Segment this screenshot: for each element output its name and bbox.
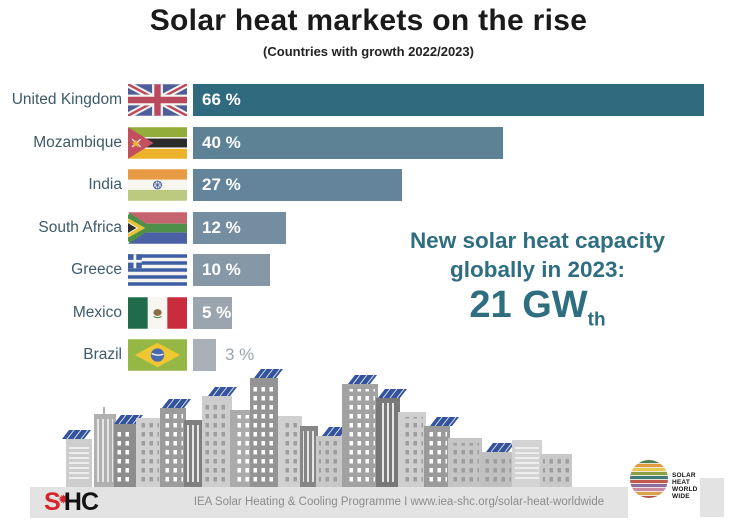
bar-track: 10 % (193, 254, 737, 286)
city-skyline-illustration (61, 368, 572, 487)
chart-row-greece: Greece 10 % (0, 254, 737, 286)
bar-value-label: 3 % (225, 345, 255, 364)
callout-line-2: globally in 2023: (449, 257, 626, 282)
growth-bar-chart: United Kingdom 66 % Mozambique (0, 84, 737, 371)
chart-row-united-kingdom: United Kingdom 66 % (0, 84, 737, 116)
bar-value-label: 66 % (202, 90, 241, 109)
wordmark-line: WIDE (672, 493, 690, 500)
page-title: Solar heat markets on the rise (149, 4, 588, 37)
flag-south-africa-icon (128, 211, 187, 244)
chart-row-mexico: Mexico 5 % (0, 296, 737, 329)
wordmark-line: SOLAR (672, 472, 696, 479)
country-label: Greece (71, 261, 122, 278)
bar: 5 % (193, 296, 232, 329)
sun-icon: ✹ (58, 494, 68, 506)
bar-value-label: 40 % (202, 132, 241, 152)
bar-track: 27 % (193, 169, 737, 201)
country-label: Mexico (72, 303, 122, 321)
chart-row-south-africa: South Africa 12 % (0, 211, 737, 244)
shc-logo-s: S (44, 488, 61, 516)
flag-brazil-icon (128, 339, 187, 371)
bar: 27 % (193, 169, 402, 201)
country-label: Brazil (83, 346, 122, 363)
chart-row-india: India 27 % (0, 169, 737, 201)
country-label: India (88, 176, 122, 193)
bar: 12 % (193, 211, 286, 244)
bar: 40 % (193, 126, 503, 159)
callout-value-number: 21 GW (469, 284, 588, 326)
solar-heat-worldwide-wordmark: SOLAR HEAT WORLD WIDE (672, 472, 698, 500)
bar-value-label: 10 % (202, 260, 241, 279)
bar-track: 66 % (193, 84, 737, 116)
bar-value-label: 27 % (202, 175, 241, 194)
callout-line-1: New solar heat capacity (409, 228, 666, 253)
chart-row-mozambique: Mozambique ★ 40 % (0, 126, 737, 159)
footer-bar: S✹HC IEA Solar Heating & Cooling Program… (30, 487, 628, 518)
country-label: South Africa (38, 218, 122, 236)
bar-track: 5 % (193, 296, 737, 329)
flag-mexico-icon (128, 296, 187, 329)
bar-track: 40 % (193, 126, 737, 159)
bar-value-label: 12 % (202, 217, 241, 237)
svg-text:★: ★ (131, 138, 141, 150)
callout-value-subscript: th (587, 309, 606, 331)
page-subtitle: (Countries with growth 2022/2023) (263, 44, 474, 59)
bar-value-label: 5 % (202, 302, 232, 322)
flag-india-icon (128, 169, 187, 201)
bar: 10 % (193, 254, 270, 286)
bar-track: 3 % (193, 339, 737, 371)
bar-track: 12 % (193, 211, 737, 244)
flag-united-kingdom-icon (128, 84, 187, 116)
country-label: United Kingdom (11, 91, 122, 108)
wordmark-line: HEAT (672, 479, 691, 486)
shc-logo: S✹HC (44, 488, 99, 517)
striped-globe-icon (629, 459, 669, 499)
flag-mozambique-icon: ★ (128, 126, 187, 159)
capacity-callout: New solar heat capacity globally in 2023… (365, 226, 710, 341)
footer-accent-block (700, 478, 724, 517)
chart-row-brazil: Brazil 3 % (0, 339, 737, 371)
wordmark-line: WORLD (672, 486, 698, 493)
callout-value: 21 GWth (365, 285, 710, 341)
bar: 66 % (193, 84, 704, 116)
shc-logo-hc: HC (63, 488, 99, 516)
bar: 3 % (193, 339, 254, 371)
solar-heat-worldwide-logo: SOLAR HEAT WORLD WIDE (629, 459, 698, 500)
country-label: Mozambique (33, 133, 122, 151)
footer-text: IEA Solar Heating & Cooling Programme I … (193, 496, 605, 508)
flag-greece-icon (128, 254, 187, 286)
